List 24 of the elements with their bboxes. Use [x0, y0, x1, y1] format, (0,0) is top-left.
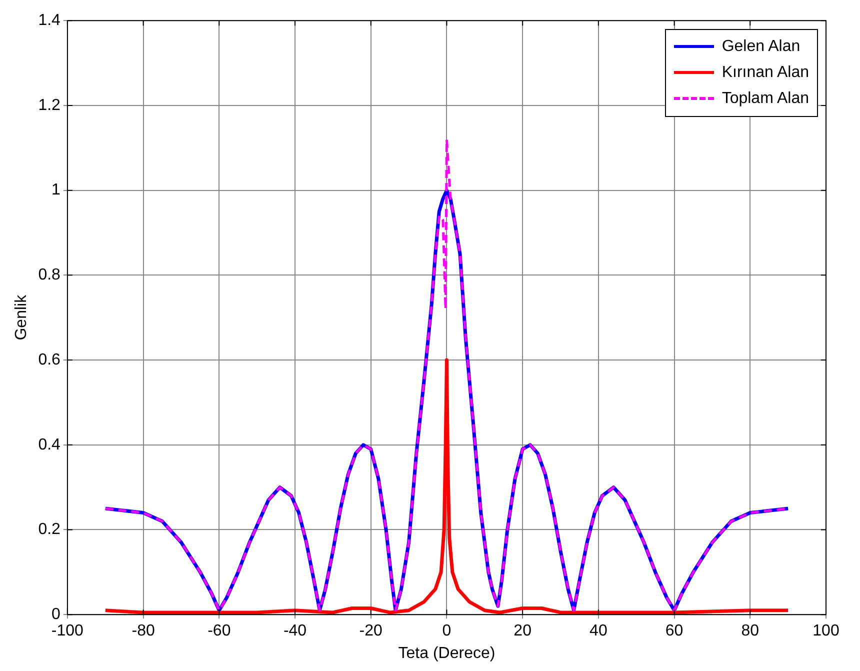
y-tick-label: 1.4 [38, 12, 61, 30]
x-tick-label: 100 [812, 622, 840, 640]
legend-label: Toplam Alan [722, 90, 809, 108]
legend-label: Gelen Alan [722, 38, 800, 56]
x-tick-label: -60 [208, 622, 231, 640]
y-tick-label: 0.2 [38, 521, 61, 538]
legend-label: Kırınan Alan [722, 64, 809, 82]
x-tick-label: 60 [665, 622, 684, 640]
x-tick-label: 0 [442, 622, 452, 640]
x-tick-label: -100 [51, 622, 84, 640]
y-tick-label: 0.8 [38, 266, 61, 284]
y-tick-label: 0.6 [38, 351, 61, 368]
x-tick-label: 40 [590, 622, 608, 640]
y-tick-label: 0.4 [38, 436, 61, 454]
x-tick-label: -20 [359, 622, 383, 640]
x-axis-title: Teta (Derece) [398, 644, 496, 662]
y-tick-label: 1.2 [38, 96, 61, 114]
x-tick-label: 20 [514, 622, 532, 640]
x-tick-label: -80 [132, 622, 155, 640]
y-tick-label: 1 [52, 182, 61, 199]
x-tick-label: 80 [741, 622, 760, 640]
x-tick-label: -40 [283, 622, 307, 640]
y-axis-title: Genlik [13, 294, 30, 340]
y-tick-label: 0 [52, 606, 61, 624]
